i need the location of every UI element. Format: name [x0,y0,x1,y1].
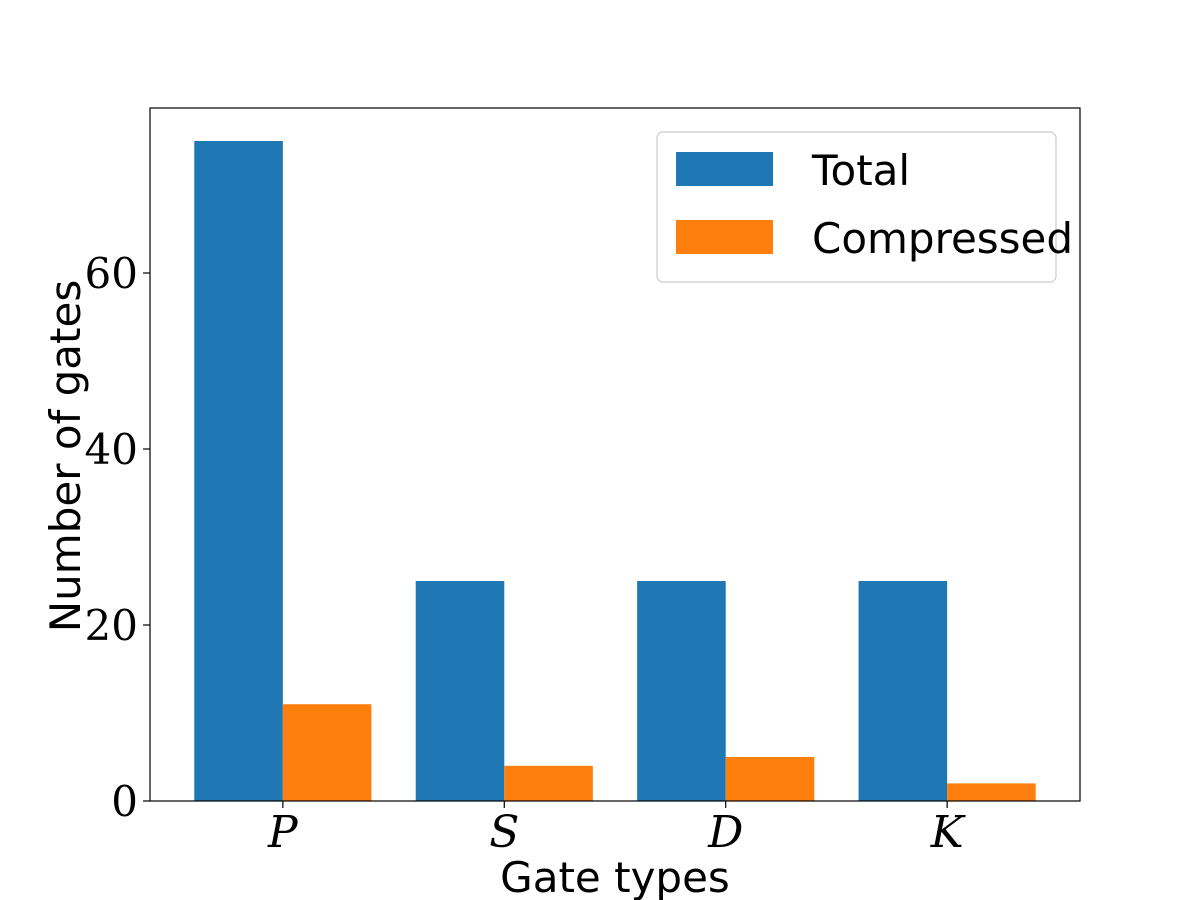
x-tick-label: P [267,807,299,858]
x-tick-label: K [930,807,966,858]
legend: Total Compressed [656,131,1073,283]
y-axis-label: Number of gates [41,280,90,633]
x-tick-label: D [707,807,743,858]
bars-group [194,141,1036,801]
y-axis-ticks: 0 20 40 60 [85,249,150,826]
y-tick-label: 0 [111,777,138,826]
bar-compressed-p [282,704,372,801]
bar-total-p [194,141,283,801]
bar-total-s [415,581,505,801]
y-tick-label: 20 [85,601,138,650]
x-axis-label: Gate types [500,853,730,900]
bar-total-k [858,581,948,801]
bar-total-d [637,581,726,801]
legend-swatch-compressed [676,220,773,254]
x-tick-label: S [489,807,519,858]
y-tick-label: 40 [85,425,138,474]
legend-swatch-total [676,152,773,186]
plot-area-frame [149,107,1081,802]
legend-label-compressed: Compressed [812,214,1073,263]
bar-compressed-d [725,757,815,801]
bar-compressed-k [947,783,1036,801]
y-tick-label: 60 [85,249,138,298]
bar-compressed-s [504,765,593,801]
legend-label-total: Total [811,146,910,195]
